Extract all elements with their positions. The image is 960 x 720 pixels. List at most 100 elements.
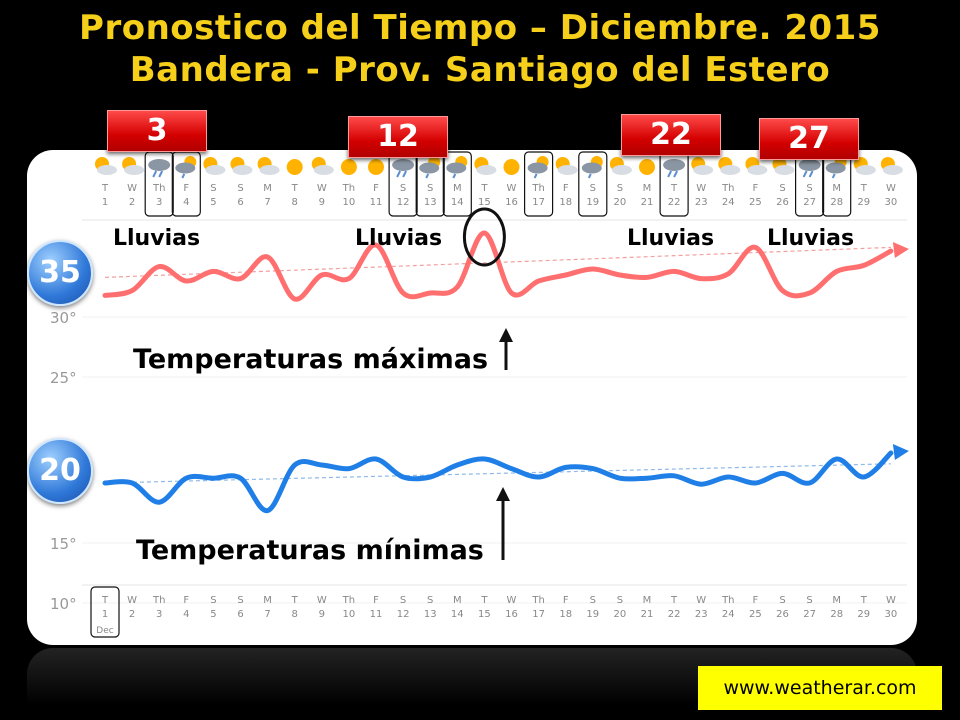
day-number-label: 3 bbox=[156, 197, 162, 208]
day-highlight-box bbox=[171, 151, 201, 217]
day-header: T 1 W 2 Th 3 F 4 S 5 S 6 M 7 T 8 W 9 Th 10 F 11 S 12 S 13 M 14 T 15 W 1… bbox=[82, 151, 907, 221]
weekday-label: S bbox=[210, 595, 216, 606]
weekday-label: T bbox=[291, 183, 299, 194]
day-number-label: 4 bbox=[183, 609, 189, 620]
data-point bbox=[862, 264, 865, 267]
rain-icon bbox=[452, 173, 457, 179]
weekday-label: F bbox=[183, 183, 189, 194]
day-number-label: 28 bbox=[830, 609, 843, 620]
data-point bbox=[537, 475, 540, 479]
sun-icon bbox=[503, 159, 520, 175]
data-point bbox=[727, 475, 730, 479]
weekday-label: W bbox=[507, 595, 517, 606]
data-point bbox=[158, 265, 161, 268]
day-number-label: 25 bbox=[749, 609, 762, 620]
data-point bbox=[510, 467, 513, 470]
weekday-label: F bbox=[753, 183, 759, 194]
chart-subtitle: Bandera - Prov. Santiago del Estero bbox=[129, 50, 831, 90]
data-point bbox=[889, 249, 893, 253]
day-number-label: 27 bbox=[803, 197, 816, 208]
rain-icon bbox=[396, 170, 401, 178]
data-point bbox=[808, 481, 811, 485]
weekday-label: T bbox=[291, 595, 299, 606]
day-number-label: 20 bbox=[614, 197, 627, 208]
day-number-label: 16 bbox=[505, 609, 518, 620]
rain-icon bbox=[533, 173, 538, 179]
rain-label: Lluvias bbox=[355, 226, 443, 251]
weekday-label: W bbox=[127, 595, 137, 606]
rain-icon bbox=[667, 170, 672, 178]
rain-day-badge: 3 bbox=[107, 110, 207, 152]
day-number-label: 13 bbox=[424, 609, 437, 620]
day-number-label: 10 bbox=[343, 609, 356, 620]
min-temp-badge: 20 bbox=[27, 438, 93, 504]
weekday-label: T bbox=[480, 595, 488, 606]
day-number-label: 12 bbox=[397, 197, 410, 208]
rain-icon bbox=[425, 173, 430, 179]
sun-icon bbox=[340, 159, 357, 175]
day-number-label: 12 bbox=[397, 609, 410, 620]
weekday-label: S bbox=[806, 183, 812, 194]
data-point bbox=[266, 255, 269, 259]
storm-cloud-icon bbox=[581, 162, 602, 174]
weekday-label: M bbox=[453, 595, 462, 606]
cloud-icon bbox=[611, 165, 632, 175]
day-highlight-box bbox=[90, 586, 120, 638]
day-highlight-box bbox=[578, 151, 608, 217]
y-tick-label: 25° bbox=[50, 369, 77, 387]
weekday-label: S bbox=[617, 183, 623, 194]
rain-day-badge: 22 bbox=[621, 114, 721, 156]
cloud-icon bbox=[693, 165, 714, 175]
day-number-label: 6 bbox=[237, 609, 243, 620]
storm-cloud-icon bbox=[148, 159, 171, 171]
min-temp-trend-line bbox=[104, 463, 891, 484]
day-number-label: 17 bbox=[532, 197, 545, 208]
chart-panel: T 1 W 2 Th 3 F 4 S 5 S 6 M 7 T 8 W 9 Th 10 F 11 S 12 S 13 M 14 T 15 W 1… bbox=[27, 150, 917, 645]
data-point bbox=[130, 289, 134, 292]
y-tick-label: 30° bbox=[50, 309, 77, 327]
weekday-label: W bbox=[317, 183, 327, 194]
data-point bbox=[781, 289, 784, 292]
storm-cloud-icon bbox=[663, 159, 686, 171]
data-point bbox=[754, 246, 757, 249]
day-number-label: 2 bbox=[129, 609, 135, 620]
data-point bbox=[347, 277, 351, 280]
weekday-label: M bbox=[263, 183, 272, 194]
arrow-icon bbox=[892, 242, 909, 258]
weekday-label: W bbox=[886, 595, 896, 606]
weekday-label: M bbox=[263, 595, 272, 606]
day-number-label: 24 bbox=[722, 609, 735, 620]
day-number-label: 17 bbox=[532, 609, 545, 620]
weekday-label: T bbox=[670, 183, 678, 194]
data-point bbox=[320, 463, 323, 467]
weekday-label: S bbox=[427, 183, 433, 194]
day-number-label: 25 bbox=[749, 197, 762, 208]
rain-icon bbox=[673, 170, 678, 178]
data-point bbox=[483, 231, 486, 235]
day-number-label: 21 bbox=[641, 609, 654, 620]
storm-cloud-icon bbox=[825, 162, 846, 174]
data-point bbox=[591, 467, 594, 470]
day-number-label: 28 bbox=[830, 197, 843, 208]
weekday-label: S bbox=[590, 183, 596, 194]
day-highlight-box bbox=[144, 151, 174, 217]
weekday-label: Th bbox=[721, 183, 734, 194]
weekday-label: W bbox=[507, 183, 517, 194]
cloud-icon bbox=[313, 165, 334, 175]
weekday-label: Th bbox=[342, 183, 355, 194]
cloud-icon bbox=[476, 165, 497, 175]
storm-cloud-icon bbox=[527, 162, 548, 174]
data-point bbox=[618, 477, 622, 480]
weekday-label: T bbox=[860, 183, 868, 194]
weekday-label: M bbox=[832, 595, 841, 606]
weekday-label: T bbox=[480, 183, 488, 194]
rain-icon bbox=[158, 170, 164, 178]
website-label[interactable]: www.weatherar.com bbox=[698, 666, 942, 710]
weekday-label: Th bbox=[152, 183, 165, 194]
data-point bbox=[103, 481, 107, 485]
day-number-label: 8 bbox=[292, 609, 298, 620]
day-number-label: 1 bbox=[102, 609, 108, 620]
data-point bbox=[483, 457, 486, 461]
day-number-label: 30 bbox=[885, 609, 898, 620]
data-point bbox=[645, 276, 649, 279]
